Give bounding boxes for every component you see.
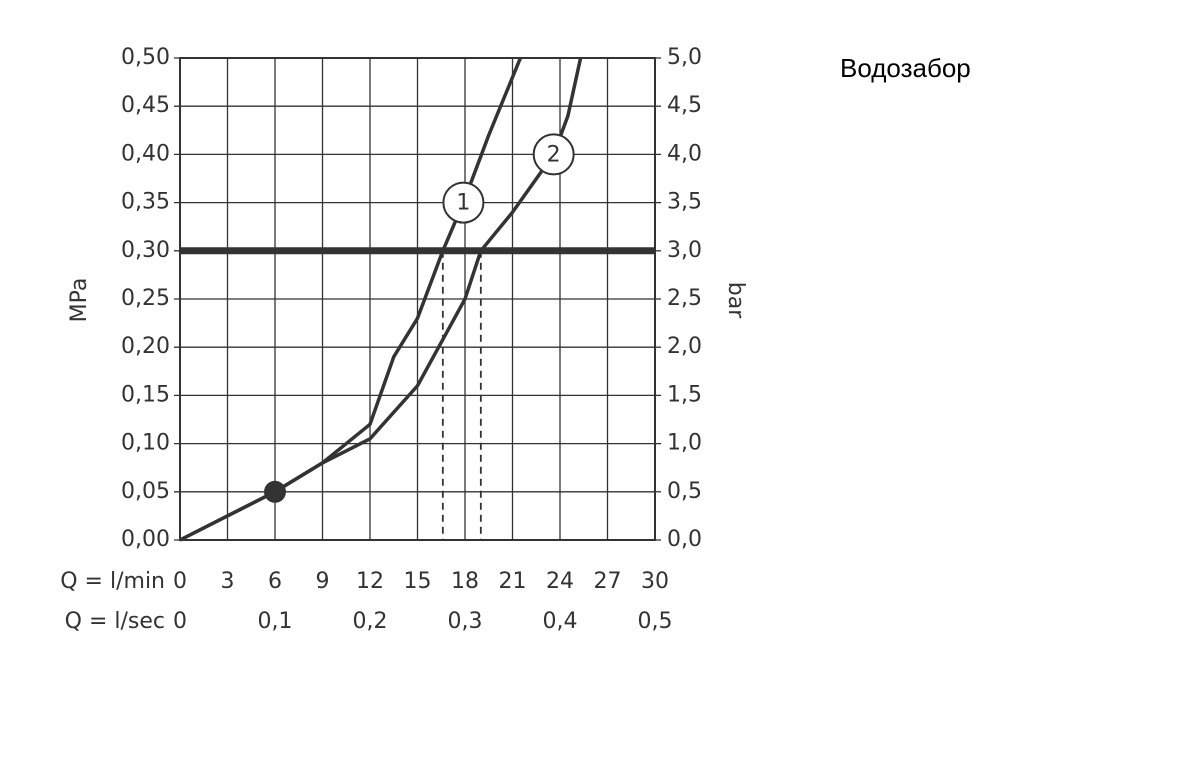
y2-tick-label: 4,0 (667, 141, 702, 166)
y-tick-label: 0,05 (121, 479, 170, 504)
y2-tick-label: 2,5 (667, 286, 702, 311)
x2-tick-label: 0 (173, 609, 187, 634)
y-tick-label: 0,25 (121, 286, 170, 311)
series-label-circle (532, 133, 575, 176)
series-label: 1 (456, 191, 470, 216)
x-tick-label: 24 (546, 569, 574, 594)
y2-tick-label: 3,0 (667, 238, 702, 263)
y2-tick-label: 4,5 (667, 93, 702, 118)
point-marker (264, 480, 286, 503)
y2-tick-label: 0,0 (667, 527, 702, 552)
x2-tick-label: 0,1 (258, 609, 293, 634)
series-label: 2 (547, 142, 561, 167)
x2-tick-label: 0,2 (353, 609, 388, 634)
y-tick-label: 0,40 (121, 141, 170, 166)
x-tick-label: 6 (268, 569, 282, 594)
y2-tick-label: 1,0 (667, 431, 702, 456)
x-tick-label: 12 (356, 569, 384, 594)
x-tick-label: 30 (641, 569, 669, 594)
y-tick-label: 0,35 (121, 190, 170, 215)
y2-tick-label: 3,5 (667, 190, 702, 215)
y-axis-label: MPa (67, 278, 92, 323)
y-tick-label: 0,20 (121, 334, 170, 359)
y-tick-label: 0,45 (121, 93, 170, 118)
x-tick-label: 21 (499, 569, 527, 594)
y2-tick-label: 2,0 (667, 334, 702, 359)
y-tick-label: 0,50 (121, 45, 170, 70)
y-tick-label: 0,30 (121, 238, 170, 263)
y2-tick-label: 1,5 (667, 382, 702, 407)
x-tick-label: 27 (594, 569, 622, 594)
y2-tick-label: 0,5 (667, 479, 702, 504)
x2-axis-label: Q = l/sec (65, 609, 165, 634)
series-label-circle (442, 181, 485, 224)
y2-tick-label: 5,0 (667, 45, 702, 70)
x-tick-label: 18 (451, 569, 479, 594)
x-tick-label: 3 (221, 569, 235, 594)
y-tick-label: 0,10 (121, 431, 170, 456)
x2-tick-label: 0,5 (638, 609, 673, 634)
chart-title: Водозабор (840, 53, 971, 83)
y-tick-label: 0,00 (121, 527, 170, 552)
x-axis-label: Q = l/min (60, 569, 165, 594)
y-tick-label: 0,15 (121, 382, 170, 407)
x-tick-label: 9 (316, 569, 330, 594)
x-tick-label: 15 (404, 569, 432, 594)
y2-axis-label: bar (723, 282, 748, 319)
x2-tick-label: 0,4 (543, 609, 578, 634)
plot-frame (179, 57, 656, 541)
x2-tick-label: 0,3 (448, 609, 483, 634)
x-tick-label: 0 (173, 569, 187, 594)
